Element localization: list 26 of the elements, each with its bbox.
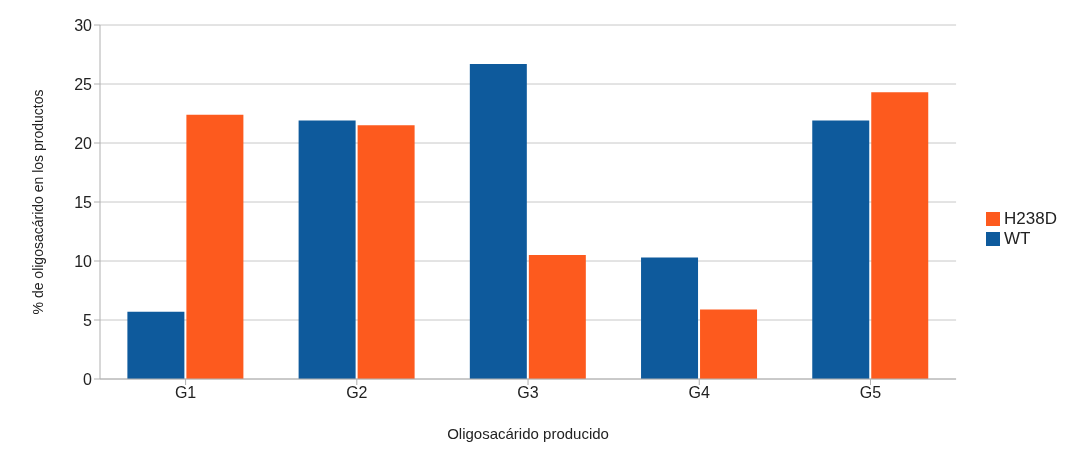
x-axis-title: Oligosacárido producido [447, 425, 609, 442]
bar [700, 309, 758, 379]
x-tick-label: G1 [174, 384, 197, 402]
y-tick-label: 20 [74, 134, 93, 152]
bar [186, 114, 244, 379]
x-tick-label: G2 [346, 384, 368, 402]
bar [641, 257, 699, 379]
y-tick-label: 10 [74, 252, 93, 270]
bar [812, 120, 870, 379]
y-axis-title: % de oligosacárido en los productos [29, 89, 46, 315]
legend-label: WT [1004, 228, 1031, 248]
legend-label: H238D [1004, 208, 1057, 228]
bar [357, 125, 415, 379]
x-tick-label: G5 [859, 384, 882, 402]
y-tick-label: 5 [83, 311, 93, 329]
x-tick-label: G3 [517, 384, 539, 402]
bar [528, 255, 586, 379]
y-tick-label: 0 [83, 370, 93, 388]
bar [871, 92, 929, 379]
bar [298, 120, 356, 379]
x-tick-label: G4 [688, 384, 711, 402]
bar [127, 311, 185, 379]
y-tick-label: 25 [74, 75, 93, 93]
y-tick-label: 30 [74, 16, 93, 34]
y-tick-label: 15 [74, 193, 93, 211]
bar [469, 63, 527, 379]
